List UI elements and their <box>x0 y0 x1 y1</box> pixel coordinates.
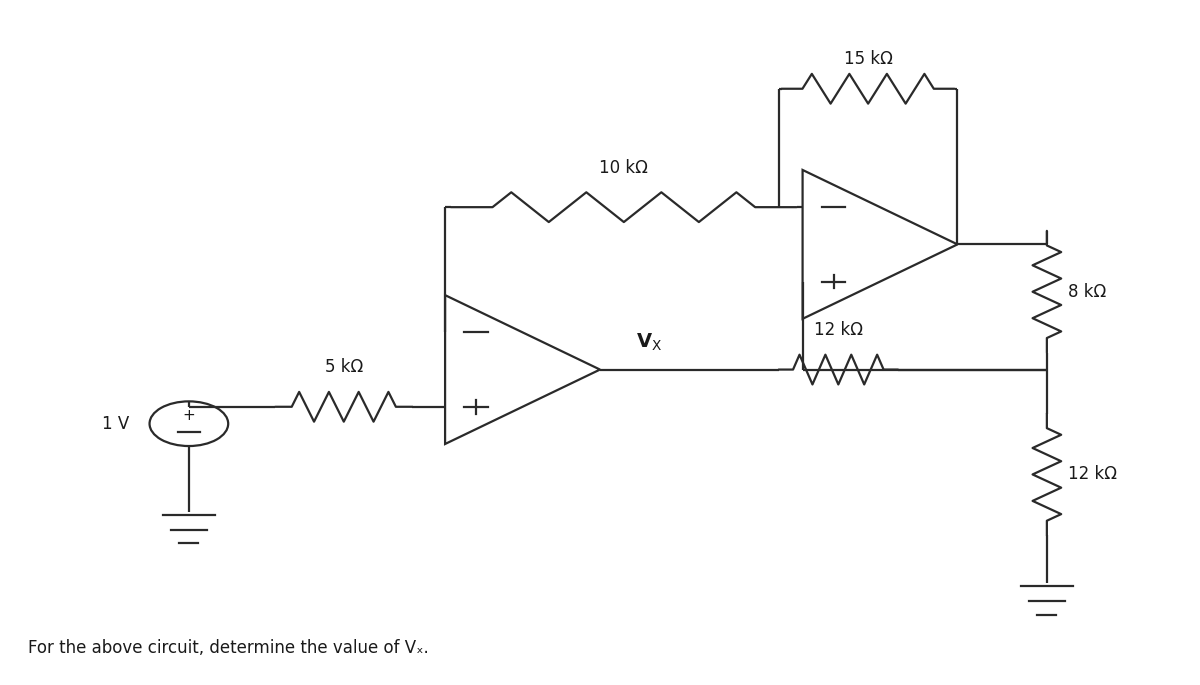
Text: 1 V: 1 V <box>102 414 130 433</box>
Text: For the above circuit, determine the value of Vₓ.: For the above circuit, determine the val… <box>28 639 428 657</box>
Text: V$_\mathrm{X}$: V$_\mathrm{X}$ <box>636 332 662 353</box>
Text: 5 kΩ: 5 kΩ <box>325 358 362 376</box>
Text: 8 kΩ: 8 kΩ <box>1068 283 1106 301</box>
Text: +: + <box>182 408 196 423</box>
Text: 10 kΩ: 10 kΩ <box>599 159 648 177</box>
Text: 12 kΩ: 12 kΩ <box>814 321 863 339</box>
Text: 12 kΩ: 12 kΩ <box>1068 465 1117 484</box>
Text: 15 kΩ: 15 kΩ <box>844 51 893 68</box>
